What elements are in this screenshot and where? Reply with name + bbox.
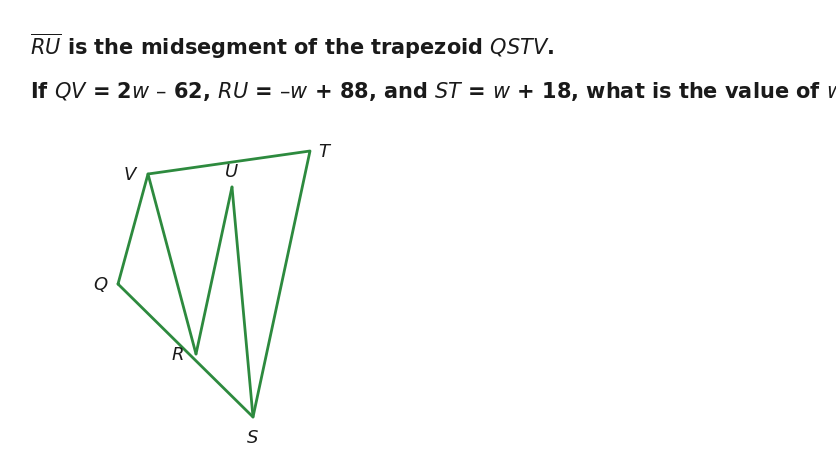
Text: R: R xyxy=(171,345,184,363)
Text: S: S xyxy=(247,428,258,446)
Text: $\overline{\it{RU}}$ is the midsegment of the trapezoid $\it{QSTV}$.: $\overline{\it{RU}}$ is the midsegment o… xyxy=(30,32,553,61)
Text: If $\it{QV}$ = 2$\it{w}$ – 62, $\it{RU}$ = –$\it{w}$ + 88, and $\it{ST}$ = $\it{: If $\it{QV}$ = 2$\it{w}$ – 62, $\it{RU}$… xyxy=(30,80,836,103)
Text: Q: Q xyxy=(93,275,107,293)
Text: U: U xyxy=(225,162,238,180)
Text: V: V xyxy=(124,166,136,184)
Text: T: T xyxy=(319,143,329,161)
